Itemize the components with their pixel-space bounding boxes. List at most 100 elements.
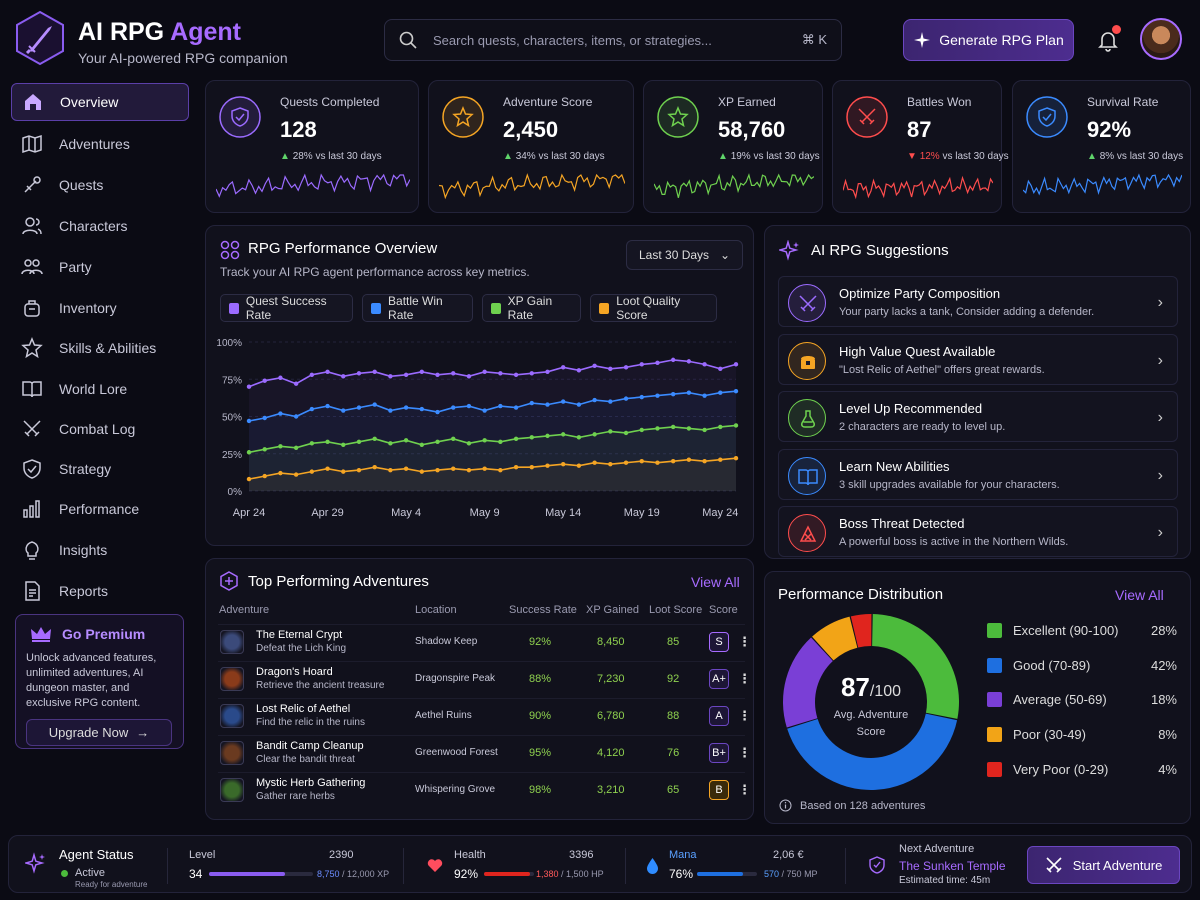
next-adventure-name[interactable]: The Sunken Temple — [899, 859, 1006, 873]
table-row[interactable]: Dragon's Hoard Retrieve the ancient trea… — [218, 661, 751, 697]
book-icon — [788, 456, 826, 495]
start-adventure-button[interactable]: Start Adventure — [1027, 846, 1180, 884]
data-point-xp-gain-rate — [293, 445, 299, 450]
data-point-loot-quality-score — [718, 457, 723, 462]
adventure-subtitle: Retrieve the ancient treasure — [256, 680, 385, 691]
sidebar-item-world-lore[interactable]: World Lore — [11, 370, 189, 408]
sidebar-item-adventures[interactable]: Adventures — [11, 125, 189, 163]
data-point-battle-win-rate — [655, 393, 660, 398]
distribution-legend-item: Average (50-69) 18% — [987, 690, 1177, 710]
sidebar-item-combat-log[interactable]: Combat Log — [11, 410, 189, 448]
search-input[interactable] — [433, 32, 802, 48]
skills-icon — [656, 95, 700, 139]
data-point-quest-success-rate — [309, 372, 315, 377]
more-options-icon[interactable]: ⋮ — [738, 745, 751, 760]
stat-card-survival-rate[interactable]: Survival Rate 92% ▲ 8% vs last 30 days — [1012, 80, 1191, 213]
sidebar-item-label: World Lore — [59, 381, 128, 397]
series-line-xp-gain-rate — [248, 424, 737, 454]
table-row[interactable]: Lost Relic of Aethel Find the relic in t… — [218, 698, 751, 734]
data-point-battle-win-rate — [545, 402, 550, 407]
legend-swatch — [599, 302, 610, 314]
sidebar-item-reports[interactable]: Reports — [11, 572, 189, 610]
suggestion-item[interactable]: Boss Threat Detected A powerful boss is … — [778, 506, 1178, 557]
xp-readout: 8,750 / 12,000 XP — [317, 869, 390, 879]
legend-toggle-quest-success-rate[interactable]: Quest Success Rate — [220, 294, 353, 322]
sidebar-item-inventory[interactable]: Inventory — [11, 289, 189, 327]
sidebar-item-strategy[interactable]: Strategy — [11, 450, 189, 488]
data-point-quest-success-rate — [623, 365, 629, 370]
table-row[interactable]: Mystic Herb Gathering Gather rare herbs … — [218, 772, 751, 808]
data-point-xp-gain-rate — [733, 423, 739, 428]
adventure-thumbnail — [220, 667, 244, 691]
suggestion-item[interactable]: Learn New Abilities 3 skill upgrades ava… — [778, 448, 1178, 500]
user-avatar[interactable] — [1140, 18, 1182, 60]
stat-card-quests-completed[interactable]: Quests Completed 128 ▲ 28% vs last 30 da… — [205, 80, 419, 213]
swords-icon — [21, 418, 43, 440]
data-point-loot-quality-score — [592, 460, 597, 465]
legend-toggle-loot-quality-score[interactable]: Loot Quality Score — [590, 294, 717, 322]
xp-gained: 4,120 — [597, 747, 625, 759]
sidebar-item-insights[interactable]: Insights — [11, 531, 189, 569]
more-options-icon[interactable]: ⋮ — [738, 634, 751, 649]
sidebar-item-party[interactable]: Party — [11, 248, 189, 286]
sparkline — [843, 175, 993, 200]
success-rate: 95% — [529, 747, 552, 759]
suggestion-item[interactable]: Level Up Recommended 2 characters are re… — [778, 391, 1178, 442]
table-row[interactable]: The Eternal Crypt Defeat the Lich King S… — [218, 624, 751, 660]
data-point-loot-quality-score — [513, 464, 519, 470]
more-options-icon[interactable]: ⋮ — [738, 782, 751, 797]
distribution-view-all-link[interactable]: View All — [1115, 587, 1164, 603]
more-options-icon[interactable]: ⋮ — [738, 671, 751, 686]
sidebar-item-skills-abilities[interactable]: Skills & Abilities — [11, 329, 189, 367]
upgrade-button[interactable]: Upgrade Now → — [26, 719, 172, 746]
dragon-icon — [788, 514, 826, 552]
more-options-icon[interactable]: ⋮ — [738, 708, 751, 723]
suggestion-item[interactable]: Optimize Party Composition Your party la… — [778, 276, 1178, 327]
suggestion-description: 2 characters are ready to level up. — [839, 421, 1006, 433]
score-label: Avg. Adventure — [833, 709, 909, 721]
bell-icon[interactable] — [1096, 28, 1120, 52]
sidebar-item-quests[interactable]: Quests — [11, 166, 189, 204]
legend-label: Battle Win Rate — [388, 294, 443, 322]
legend-swatch — [987, 761, 1002, 777]
sidebar-item-characters[interactable]: Characters — [11, 207, 189, 245]
sidebar-item-performance[interactable]: Performance — [11, 490, 189, 528]
donut-slice-poor — [812, 616, 858, 661]
data-point-loot-quality-score — [560, 461, 566, 467]
data-point-quest-success-rate — [435, 372, 440, 377]
grade-badge: B+ — [709, 743, 729, 763]
sidebar-item-overview[interactable]: Overview — [11, 83, 189, 121]
data-point-xp-gain-rate — [372, 436, 377, 442]
search-shortcut: ⌘ K — [801, 32, 827, 47]
y-tick-label: 25% — [222, 450, 242, 461]
level-value: 34 — [189, 867, 203, 881]
date-range-select[interactable]: Last 30 Days ⌄ — [626, 240, 743, 270]
stat-value: 58,760 — [718, 117, 786, 142]
data-point-xp-gain-rate — [702, 427, 707, 433]
stat-card-xp-earned[interactable]: XP Earned 58,760 ▲ 19% vs last 30 days — [643, 80, 823, 213]
data-point-battle-win-rate — [246, 418, 252, 424]
data-point-battle-win-rate — [576, 402, 582, 407]
generate-plan-button[interactable]: Generate RPG Plan — [903, 19, 1074, 61]
average-score: 87/100 — [840, 672, 902, 702]
data-point-xp-gain-rate — [262, 447, 267, 452]
performance-overview-panel: RPG Performance Overview Track your AI R… — [205, 225, 754, 546]
adventure-thumbnail — [220, 630, 244, 654]
stat-card-battles-won[interactable]: Battles Won 87 ▼ 12% vs last 30 days — [832, 80, 1009, 213]
sidebar-item-label: Quests — [59, 177, 104, 193]
table-row[interactable]: Bandit Camp Cleanup Clear the bandit thr… — [218, 735, 751, 771]
search-bar[interactable]: ⌘ K — [384, 19, 842, 61]
sidebar-item-label: Skills & Abilities — [59, 340, 157, 356]
adventures-title: Top Performing Adventures — [248, 573, 429, 590]
legend-toggle-xp-gain-rate[interactable]: XP Gain Rate — [482, 294, 581, 322]
potion-icon — [788, 399, 826, 437]
shield-icon — [21, 458, 43, 480]
health-readout: 1,380 / 1,500 HP — [536, 869, 604, 879]
stat-card-adventure-score[interactable]: Adventure Score 2,450 ▲ 34% vs last 30 d… — [428, 80, 634, 213]
crown-icon — [30, 625, 52, 643]
adventures-view-all-link[interactable]: View All — [691, 574, 740, 590]
x-tick-label: May 24 — [702, 507, 738, 519]
legend-toggle-battle-win-rate[interactable]: Battle Win Rate — [362, 294, 473, 322]
suggestion-item[interactable]: High Value Quest Available "Lost Relic o… — [778, 333, 1178, 385]
stat-label: Battles Won — [907, 95, 972, 109]
